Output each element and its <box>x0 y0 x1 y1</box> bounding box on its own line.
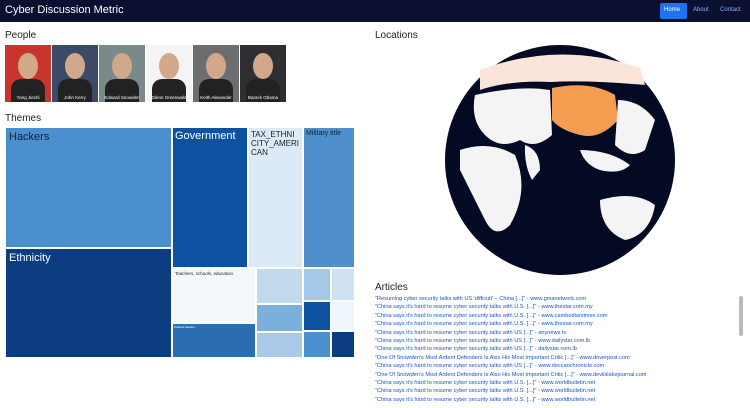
section-heading: Articles <box>375 282 408 293</box>
treemap-cell[interactable] <box>303 268 331 301</box>
land <box>460 146 522 232</box>
suit <box>105 79 139 102</box>
active-tab <box>660 3 687 19</box>
treemap-cell[interactable]: Political leaders <box>172 323 256 358</box>
land <box>480 54 645 90</box>
person-name: Yang Jiechi <box>16 95 40 100</box>
section-heading: Locations <box>375 30 418 41</box>
scrollbar[interactable] <box>739 296 743 336</box>
article-link[interactable]: "China says it's hard to resume cyber se… <box>375 321 593 328</box>
treemap-cell[interactable] <box>331 331 355 358</box>
treemap-cell[interactable] <box>303 301 331 331</box>
article-link[interactable]: "China says it's hard to resume cyber se… <box>375 388 596 395</box>
article-link[interactable]: "China says it's hard to resume cyber se… <box>375 312 608 319</box>
person-name: Keith Alexander <box>200 95 232 100</box>
person-photo[interactable]: Glenn Greenwald <box>146 45 192 102</box>
person-photo[interactable]: Keith Alexander <box>193 45 239 102</box>
face <box>206 53 226 79</box>
land <box>615 100 655 154</box>
suit <box>58 79 92 102</box>
treemap-cell[interactable] <box>331 301 355 331</box>
person-name: John Kerry <box>64 95 86 100</box>
globe <box>445 45 675 275</box>
person-photo[interactable]: Edward Snowden <box>99 45 145 102</box>
highlighted-country <box>552 85 618 136</box>
person-name: Edward Snowden <box>104 95 140 100</box>
article-link[interactable]: "China says it's hard to resume cyber se… <box>375 338 591 344</box>
treemap-cell[interactable]: TAX_ETHNICITY_AMERICAN <box>248 127 303 268</box>
article-link[interactable]: "China says it's hard to resume cyber se… <box>375 396 596 403</box>
navbar: Cyber Discussion Metric Home About Conta… <box>0 0 750 22</box>
article-link[interactable]: "China says it's hard to resume cyber se… <box>375 346 577 353</box>
face <box>253 53 273 79</box>
section-heading: People <box>5 30 37 41</box>
treemap-cell[interactable]: Hackers <box>5 127 172 248</box>
treemap-cell[interactable]: Military title <box>303 127 355 268</box>
treemap-cell[interactable] <box>256 304 303 332</box>
article-link[interactable]: "China says it's hard to resume cyber se… <box>375 363 605 370</box>
nav-link[interactable]: Home <box>664 7 681 13</box>
treemap-cell[interactable] <box>331 268 355 301</box>
land <box>580 150 630 172</box>
person-photo[interactable]: John Kerry <box>52 45 98 102</box>
land <box>473 88 552 144</box>
face <box>159 53 179 79</box>
land <box>600 196 655 240</box>
article-link[interactable]: "China says it's hard to resume cyber se… <box>375 329 567 336</box>
article-link[interactable]: "China says it's hard to resume cyber se… <box>375 380 596 386</box>
treemap-cell[interactable] <box>303 331 331 358</box>
article-link[interactable]: "One Of Snowden's Most Ardent Defenders … <box>375 371 647 378</box>
person-photo[interactable]: Yang Jiechi <box>5 45 51 102</box>
treemap-cell[interactable] <box>256 332 303 358</box>
treemap-cell[interactable]: Government <box>172 127 248 268</box>
article-link[interactable]: "China says it's hard to resume cyber se… <box>375 304 593 311</box>
suit <box>152 79 186 102</box>
land <box>524 145 540 180</box>
brand[interactable]: Cyber Discussion Metric <box>5 4 124 16</box>
person-photo[interactable]: Barack Obama <box>240 45 286 102</box>
section-heading: Themes <box>5 113 42 124</box>
face <box>112 53 132 79</box>
suit <box>11 79 45 102</box>
face <box>18 53 38 79</box>
article-link[interactable]: "One Of Snowden's Most Ardent Defenders … <box>375 354 630 361</box>
suit <box>199 79 233 102</box>
person-name: Barack Obama <box>247 95 278 100</box>
treemap: Hackers Ethnicity Government TAX_ETHNICI… <box>5 127 355 358</box>
treemap-cell[interactable]: Ethnicity <box>5 248 172 358</box>
nav-link[interactable]: About <box>693 7 709 13</box>
treemap-cell[interactable]: Teachers, schools, education <box>172 268 256 323</box>
article-link[interactable]: "Resuming cyber security talks with US '… <box>375 296 587 302</box>
suit <box>246 79 280 102</box>
person-name: Glenn Greenwald <box>151 95 187 100</box>
treemap-cell[interactable] <box>256 268 303 304</box>
nav-link[interactable]: Contact <box>720 7 741 13</box>
face <box>65 53 85 79</box>
